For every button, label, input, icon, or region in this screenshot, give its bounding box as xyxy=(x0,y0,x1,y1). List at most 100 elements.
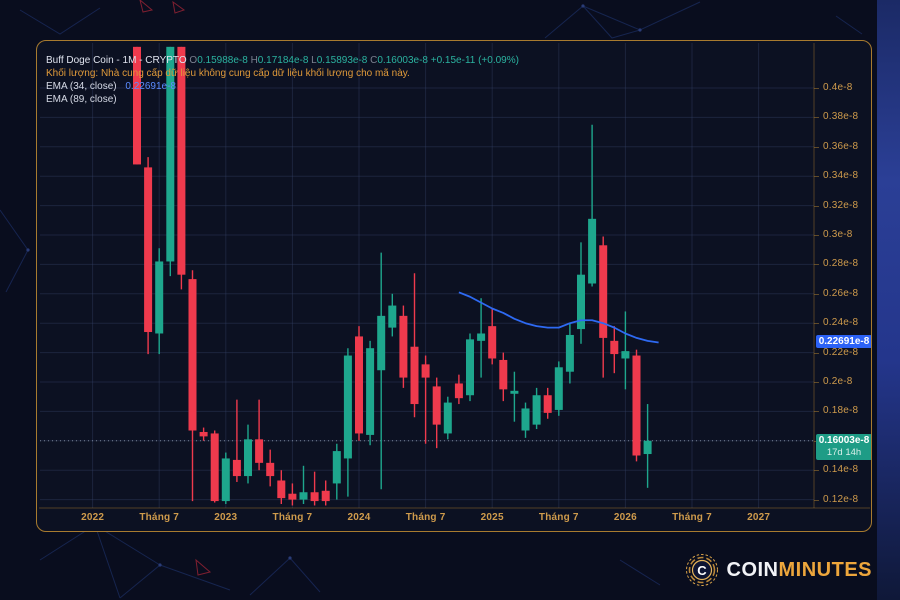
volume-notice: Khối lượng: Nhà cung cấp dữ liệu không c… xyxy=(46,68,410,79)
candle-body-2023-10 xyxy=(321,490,330,502)
candle-body-2023-03 xyxy=(244,439,252,477)
candle-body-2024-06 xyxy=(410,346,419,405)
coinminutes-wordmark: COINMINUTES xyxy=(726,558,872,581)
candlestick-chart[interactable] xyxy=(37,41,872,532)
time-tick-label: 2023 xyxy=(214,512,238,523)
candle-body-2025-07 xyxy=(554,367,563,410)
time-tick-label: Tháng 7 xyxy=(672,512,712,523)
candle-body-2024-01 xyxy=(355,336,363,434)
candle-body-2023-09 xyxy=(310,492,319,502)
ema34-value: 0.22691e-8 xyxy=(125,81,176,92)
candle-body-2025-11 xyxy=(599,245,608,338)
candle-body-2024-07 xyxy=(421,364,430,378)
ohlc-value: 0.16003e-8 xyxy=(377,55,428,66)
candle-body-2025-09 xyxy=(577,274,585,330)
candle-body-2023-12 xyxy=(343,355,352,459)
candle-body-2022-06 xyxy=(144,167,153,333)
ohlc-label: O xyxy=(189,55,198,66)
candle-body-2022-09 xyxy=(177,46,186,275)
ohlc-value: 0.17184e-8 xyxy=(257,55,309,66)
last-price-axis-badge: 0.16003e-8 17d 14h xyxy=(816,433,871,460)
page-right-accent-strip xyxy=(877,0,900,600)
ohlc-label: C xyxy=(367,55,378,66)
price-tick-label: 0.22e-8 xyxy=(823,346,859,358)
price-tick-label: 0.34e-8 xyxy=(823,170,859,182)
candle-body-2025-01 xyxy=(488,326,497,359)
trading-chart-card: Buff Doge Coin - 1M - CRYPTO O0.15988e-8… xyxy=(36,40,872,532)
time-tick-label: Tháng 7 xyxy=(405,512,446,523)
candle-body-2025-12 xyxy=(610,340,619,355)
price-tick-mark xyxy=(814,146,819,148)
price-tick-label: 0.32e-8 xyxy=(823,199,859,211)
candle-body-2022-08 xyxy=(166,46,175,262)
ohlc-label: H xyxy=(247,55,258,66)
candle-body-2022-05 xyxy=(133,46,141,165)
candle-body-2024-03 xyxy=(377,315,386,371)
time-tick-label: 2022 xyxy=(81,512,105,523)
candle-body-2024-04 xyxy=(388,305,397,328)
candle-body-2023-08 xyxy=(299,492,308,500)
price-tick-mark xyxy=(814,293,819,295)
last-price-value: 0.16003e-8 xyxy=(818,434,870,446)
ema34-axis-badge: 0.22691e-8 xyxy=(816,335,871,349)
coinminutes-logo-icon: C xyxy=(685,554,718,586)
price-tick-mark xyxy=(814,88,819,89)
ema34-line xyxy=(458,291,659,344)
candle-body-2023-07 xyxy=(288,493,297,500)
price-tick-label: 0.36e-8 xyxy=(823,140,859,152)
candle-body-2025-10 xyxy=(588,218,597,284)
time-tick-label: Tháng 7 xyxy=(538,512,579,523)
candle-body-2025-08 xyxy=(565,334,574,372)
time-tick-label: 2026 xyxy=(613,512,637,523)
candle-body-2025-06 xyxy=(543,395,552,413)
time-tick-label: 2024 xyxy=(347,512,371,523)
candle-body-2025-05 xyxy=(532,395,541,425)
candle-body-2023-05 xyxy=(266,462,275,477)
price-tick-mark xyxy=(814,323,819,325)
price-tick-mark xyxy=(814,470,819,472)
time-tick-label: Tháng 7 xyxy=(139,512,180,523)
candle-body-2026-01 xyxy=(621,351,630,359)
chart-legend: Buff Doge Coin - 1M - CRYPTO O0.15988e-8… xyxy=(46,54,519,106)
candle-body-2023-04 xyxy=(255,439,264,463)
time-tick-label: 2025 xyxy=(480,512,504,523)
candle-body-2025-04 xyxy=(521,408,530,431)
legend-symbol-row: Buff Doge Coin - 1M - CRYPTO O0.15988e-8… xyxy=(46,54,519,67)
candle-body-2024-10 xyxy=(454,383,463,399)
price-tick-mark xyxy=(814,382,819,383)
symbol-title: Buff Doge Coin - 1M - CRYPTO xyxy=(46,55,187,66)
price-tick-label: 0.14e-8 xyxy=(823,464,859,476)
bar-countdown: 17d 14h xyxy=(826,446,862,458)
candle-body-2026-02 xyxy=(632,355,641,456)
candle-body-2022-11 xyxy=(199,431,208,437)
price-tick-mark xyxy=(814,499,819,501)
price-tick-label: 0.38e-8 xyxy=(823,111,859,123)
candle-body-2024-08 xyxy=(432,386,441,425)
legend-ema34-row: EMA (34, close) 0.22691e-8 xyxy=(46,80,519,93)
coinminutes-logo: C COINMINUTES xyxy=(685,553,873,587)
price-tick-label: 0.3e-8 xyxy=(823,229,853,240)
time-tick-label: Tháng 7 xyxy=(272,512,313,523)
price-tick-mark xyxy=(814,205,819,207)
time-tick-label: 2027 xyxy=(747,512,771,523)
price-tick-mark xyxy=(814,117,819,119)
price-tick-mark xyxy=(814,176,819,178)
candle-body-2025-02 xyxy=(499,359,508,390)
price-tick-label: 0.4e-8 xyxy=(823,82,853,93)
candle-body-2024-05 xyxy=(399,315,408,378)
ohlc-value: 0.15988e-8 xyxy=(197,55,248,66)
legend-volume-row: Khối lượng: Nhà cung cấp dữ liệu không c… xyxy=(46,67,519,80)
ema34-label: EMA (34, close) xyxy=(46,81,117,92)
ohlc-value: 0.15893e-8 xyxy=(316,55,368,66)
candle-body-2024-12 xyxy=(477,333,486,341)
candle-body-2025-03 xyxy=(510,390,519,394)
ohlc-label: L xyxy=(308,55,317,66)
price-change: +0.15e-11 (+0.09%) xyxy=(430,55,519,66)
price-tick-label: 0.2e-8 xyxy=(823,376,853,387)
price-tick-mark xyxy=(814,411,819,413)
candle-body-2022-10 xyxy=(188,279,197,431)
candle-body-2023-11 xyxy=(332,451,341,484)
candle-body-2022-07 xyxy=(155,261,164,334)
candle-body-2023-01 xyxy=(221,458,230,502)
candle-body-2022-12 xyxy=(210,433,219,502)
